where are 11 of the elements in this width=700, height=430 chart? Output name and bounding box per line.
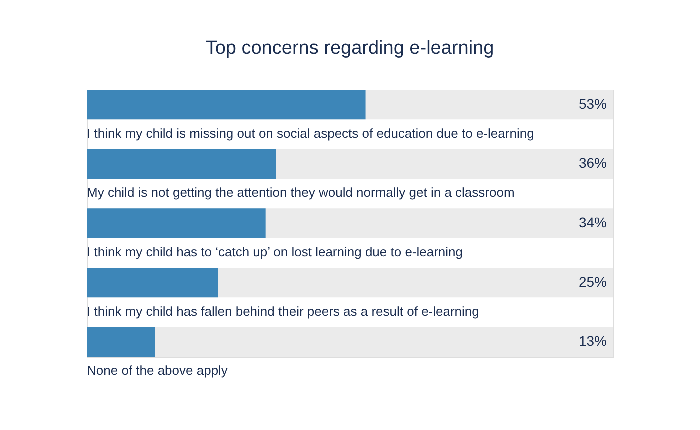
- y-tick-label: My child is not getting the attention they would normally get in a classroom: [87, 185, 515, 200]
- data-label: 53%: [578, 96, 607, 112]
- y-tick-label: I think my child has fallen behind their peers as a result of e-learning: [87, 304, 480, 319]
- data-label: 25%: [578, 274, 607, 290]
- data-label: 13%: [578, 333, 607, 350]
- chart-title: Top concerns regarding e-learning: [206, 38, 494, 59]
- y-tick-label: None of the above apply: [87, 363, 228, 378]
- y-tick-label: I think my child has to ‘catch up’ on lost learning due to e-learning: [87, 244, 464, 260]
- data-label: 34%: [578, 214, 607, 230]
- data-label: 36%: [578, 155, 607, 172]
- y-tick-label: I think my child is missing out on social aspects of education due to e-learning: [87, 126, 534, 141]
